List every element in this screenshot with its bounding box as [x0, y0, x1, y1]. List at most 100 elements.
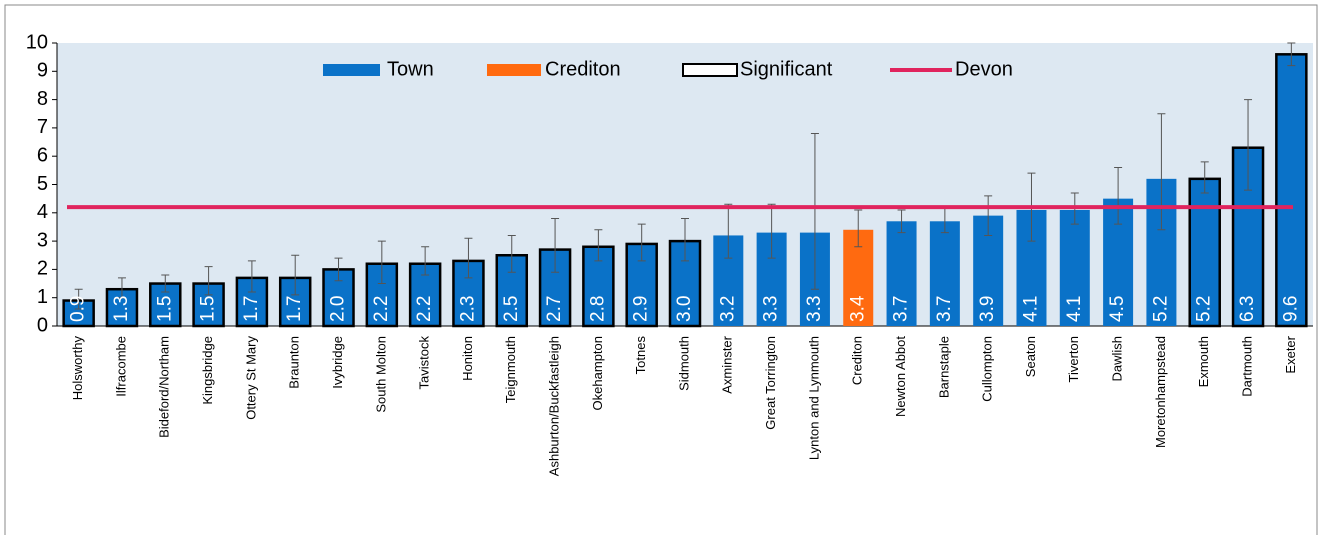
- value-label: 1.3: [111, 296, 132, 322]
- y-tick-label: 9: [37, 60, 48, 82]
- y-tick-label: 10: [26, 31, 48, 53]
- value-label: 3.7: [891, 296, 912, 322]
- value-label: 1.5: [198, 296, 219, 322]
- bar: [929, 221, 960, 326]
- x-tick-label: Holsworthy: [70, 336, 85, 401]
- x-tick-label: Axminster: [720, 335, 735, 393]
- x-tick-label: Tiverton: [1066, 336, 1081, 382]
- value-label: 2.0: [328, 296, 349, 322]
- error-bar: [204, 266, 213, 296]
- x-tick-label: Cullompton: [980, 336, 995, 402]
- x-tick-label: Honiton: [460, 336, 475, 381]
- x-tick-label: Moretonhampstead: [1153, 336, 1168, 448]
- bar: [1059, 209, 1090, 326]
- y-tick-label: 5: [37, 173, 48, 195]
- error-bar: [117, 277, 126, 299]
- error-bar: [1157, 113, 1166, 231]
- value-label: 5.2: [1194, 296, 1215, 322]
- y-tick-label: 4: [37, 201, 48, 223]
- x-tick-label: Sidmouth: [676, 336, 691, 391]
- error-bar: [897, 209, 906, 234]
- value-label: 3.2: [717, 296, 738, 322]
- x-tick-label: Dartmouth: [1239, 336, 1254, 397]
- legend-label: Crediton: [545, 58, 621, 80]
- value-label: 4.1: [1064, 296, 1085, 322]
- error-bar: [594, 229, 603, 262]
- x-tick-label: Totnes: [633, 336, 648, 375]
- x-tick-label: South Molton: [373, 336, 388, 413]
- legend-swatch: [682, 63, 738, 77]
- y-tick-label: 6: [37, 144, 48, 166]
- error-bar: [74, 288, 83, 310]
- value-label: 4.1: [1020, 296, 1041, 322]
- value-label: 1.7: [241, 296, 262, 322]
- y-tick-label: 7: [37, 116, 48, 138]
- value-label: 3.7: [934, 296, 955, 322]
- x-tick-label: Lynton and Lynmouth: [806, 336, 821, 460]
- error-bar: [854, 209, 863, 248]
- error-bar: [421, 246, 430, 276]
- error-bar: [1200, 161, 1209, 194]
- bar: [886, 221, 917, 326]
- bar: [1188, 177, 1221, 328]
- value-label: 1.7: [284, 296, 305, 322]
- value-label: 3.3: [761, 296, 782, 322]
- value-label: 2.2: [371, 296, 392, 322]
- y-tick-label: 1: [37, 286, 48, 308]
- error-bar: [291, 254, 300, 296]
- x-tick-label: Crediton: [850, 336, 865, 385]
- y-tick-label: 2: [37, 258, 48, 280]
- x-tick-label: Kingsbridge: [200, 336, 215, 405]
- error-bar: [637, 223, 646, 262]
- y-tick-label: 3: [37, 229, 48, 251]
- error-bar: [551, 217, 560, 273]
- x-tick-label: Barnstaple: [936, 336, 951, 398]
- value-label: 2.2: [414, 296, 435, 322]
- value-label: 5.2: [1150, 296, 1171, 322]
- value-label: 2.7: [544, 296, 565, 322]
- error-bar: [377, 240, 386, 285]
- value-label: 2.5: [501, 296, 522, 322]
- x-tick-label: Ivybridge: [330, 336, 345, 389]
- x-tick-label: Tavistock: [417, 336, 432, 390]
- value-label: 3.0: [674, 296, 695, 322]
- error-bar: [810, 133, 819, 290]
- value-label: 2.8: [587, 296, 608, 322]
- legend-label: Devon: [955, 58, 1013, 80]
- x-tick-label: Exmouth: [1196, 336, 1211, 387]
- value-label: 2.3: [457, 296, 478, 322]
- error-bar: [681, 217, 689, 262]
- value-label: 3.3: [804, 296, 825, 322]
- error-bar: [334, 257, 343, 282]
- value-label: 6.3: [1237, 296, 1258, 322]
- legend-label: Town: [387, 58, 434, 80]
- y-tick-label: 8: [37, 88, 48, 110]
- error-bar: [1114, 167, 1123, 225]
- x-tick-label: Braunton: [287, 336, 302, 389]
- error-bar: [161, 274, 170, 293]
- error-bar: [767, 203, 776, 259]
- x-tick-label: Seaton: [1023, 336, 1038, 377]
- value-label: 9.6: [1280, 296, 1301, 322]
- value-label: 2.9: [631, 296, 652, 322]
- value-label: 3.9: [977, 296, 998, 322]
- error-bar: [1244, 99, 1253, 191]
- legend-swatch: [487, 64, 541, 76]
- x-tick-label: Newton Abbot: [893, 336, 908, 417]
- bar: [1275, 53, 1308, 328]
- x-tick-label: Dawlish: [1110, 336, 1125, 382]
- bar: [149, 282, 182, 328]
- x-tick-label: Ilfracombe: [113, 336, 128, 397]
- error-bar: [464, 237, 473, 279]
- x-tick-label: Okehampton: [590, 336, 605, 410]
- value-label: 0.9: [68, 296, 89, 322]
- error-bar: [724, 203, 733, 259]
- value-label: 1.5: [154, 296, 175, 322]
- x-tick-label: Ottery St Mary: [243, 336, 258, 420]
- x-tick-label: Teignmouth: [503, 336, 518, 403]
- error-bar: [507, 234, 516, 273]
- legend-swatch: [323, 64, 380, 76]
- x-tick-label: Ashburton/Buckfastleigh: [547, 336, 562, 476]
- error-bar: [1287, 42, 1296, 67]
